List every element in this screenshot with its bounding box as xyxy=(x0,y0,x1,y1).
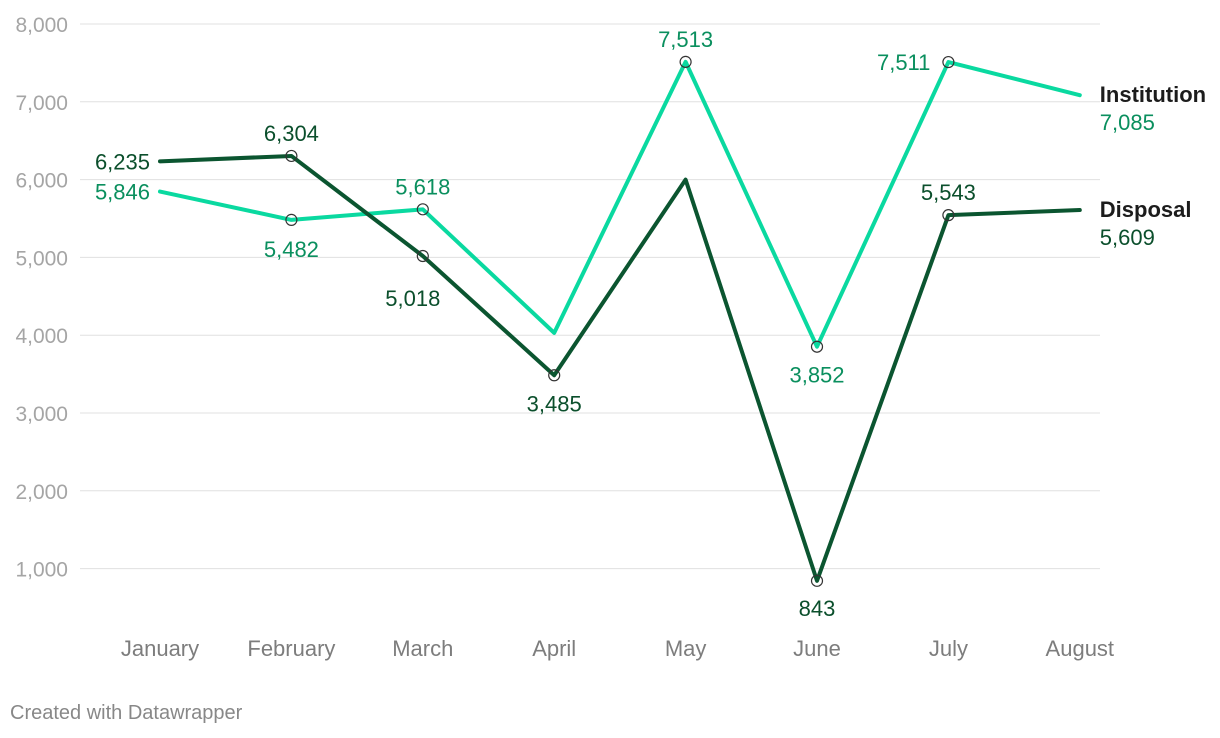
series-lines xyxy=(158,59,1082,583)
data-label: 3,852 xyxy=(789,363,844,388)
x-tick-label: July xyxy=(929,636,968,661)
series-name-disposal: Disposal xyxy=(1100,197,1192,222)
series-line-disposal xyxy=(158,153,1082,583)
y-tick-label: 6,000 xyxy=(15,170,68,193)
data-point-marker xyxy=(416,249,429,263)
y-tick-label: 4,000 xyxy=(15,325,68,348)
x-tick-label: March xyxy=(392,636,453,661)
data-point-marker xyxy=(548,369,561,382)
y-tick-label: 7,000 xyxy=(15,92,68,115)
x-tick-label: February xyxy=(247,636,335,661)
data-label: 5,609 xyxy=(1100,225,1155,250)
data-label: 5,618 xyxy=(395,174,450,199)
x-tick-label: June xyxy=(793,636,841,661)
x-tick-label: May xyxy=(665,636,707,661)
data-point-marker xyxy=(416,203,429,216)
data-label: 843 xyxy=(799,596,836,621)
data-point-marker xyxy=(285,149,298,163)
data-label: 7,513 xyxy=(658,27,713,52)
x-axis: January February March April May June July Augu… xyxy=(121,636,1114,661)
series-names: Institution Disposal xyxy=(1100,82,1206,222)
y-tick-label: 3,000 xyxy=(15,403,68,426)
series-markers xyxy=(285,55,955,587)
x-tick-label: August xyxy=(1046,636,1115,661)
data-label: 5,018 xyxy=(385,286,440,311)
data-label: 7,085 xyxy=(1100,110,1155,135)
data-point-marker xyxy=(810,574,824,587)
footer-credit: Created with Datawrapper xyxy=(10,702,243,724)
data-label: 5,543 xyxy=(921,180,976,205)
data-point-marker xyxy=(942,55,955,69)
data-labels: 5,846 5,482 5,618 7,513 3,852 7,511 7,085 6,235… xyxy=(95,27,1155,621)
y-tick-label: 5,000 xyxy=(15,247,68,270)
data-label: 7,511 xyxy=(877,50,930,75)
data-point-marker xyxy=(679,55,692,68)
x-tick-label: April xyxy=(532,636,576,661)
data-point-marker xyxy=(942,209,955,222)
y-tick-label: 1,000 xyxy=(15,559,68,582)
data-point-marker xyxy=(285,213,298,227)
data-label: 5,482 xyxy=(264,237,319,262)
grid-lines xyxy=(80,23,1100,570)
data-label: 6,304 xyxy=(264,121,319,146)
series-name-institution: Institution xyxy=(1100,82,1206,107)
line-chart: 1,000 2,000 3,000 4,000 5,000 6,000 7,000 8,000… xyxy=(15,14,1206,661)
x-tick-label: January xyxy=(121,636,199,661)
data-label: 3,485 xyxy=(527,391,582,416)
data-label: 5,846 xyxy=(95,180,150,205)
data-point-marker xyxy=(810,340,824,353)
y-axis: 1,000 2,000 3,000 4,000 5,000 6,000 7,000 8,000 xyxy=(15,14,68,582)
data-label: 6,235 xyxy=(95,149,150,174)
series-line-institution xyxy=(158,59,1082,349)
y-tick-label: 2,000 xyxy=(15,481,68,504)
y-tick-label: 8,000 xyxy=(15,14,68,37)
